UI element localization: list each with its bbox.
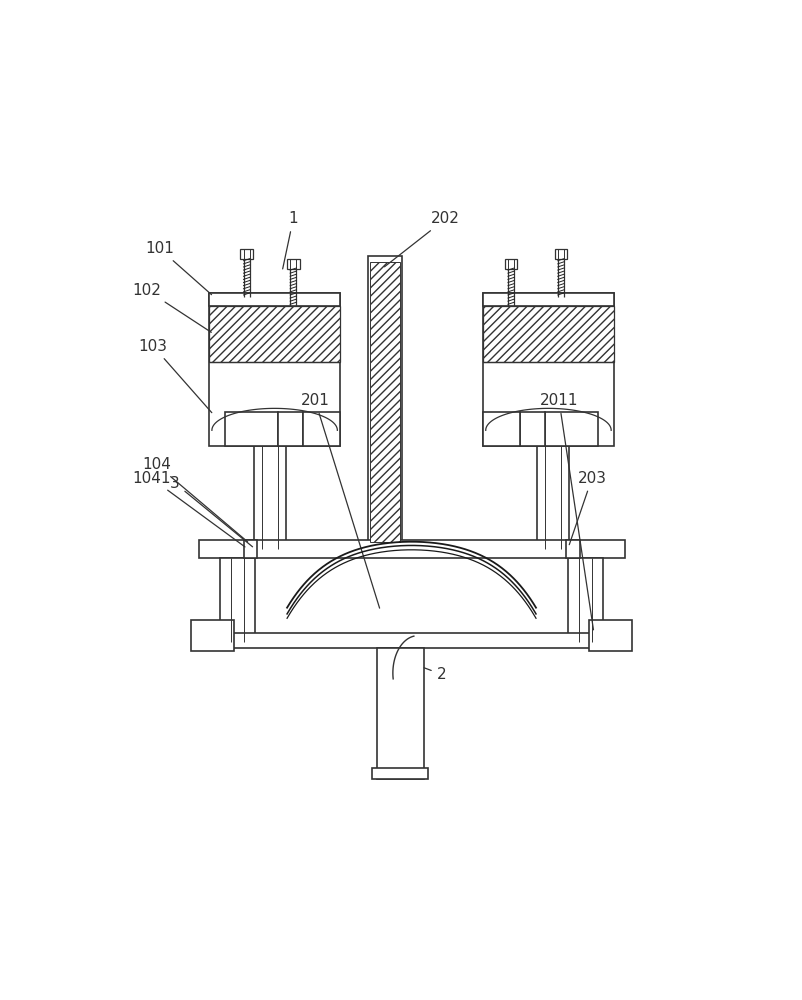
Bar — [483, 293, 613, 446]
Bar — [370, 262, 399, 542]
Text: 1: 1 — [282, 211, 298, 269]
Text: 102: 102 — [132, 283, 211, 332]
Bar — [483, 293, 613, 306]
Text: 202: 202 — [384, 211, 460, 267]
Text: 201: 201 — [300, 393, 379, 608]
Bar — [253, 446, 286, 549]
Text: 103: 103 — [139, 339, 212, 413]
Bar — [367, 256, 402, 549]
Bar — [483, 412, 520, 446]
Text: 203: 203 — [569, 471, 606, 545]
Bar — [240, 249, 253, 259]
Bar — [554, 249, 566, 259]
Bar — [588, 620, 632, 651]
Bar — [568, 558, 602, 642]
Bar — [209, 306, 339, 362]
Bar — [198, 540, 624, 558]
Bar — [372, 768, 427, 779]
Bar — [209, 293, 339, 446]
Text: 1041: 1041 — [132, 471, 245, 547]
Bar — [225, 412, 277, 446]
Bar — [287, 259, 299, 269]
Text: 2011: 2011 — [539, 393, 593, 630]
Bar — [520, 412, 545, 446]
Bar — [198, 633, 624, 648]
Text: 3: 3 — [170, 476, 253, 547]
Bar — [302, 412, 339, 446]
Bar — [190, 620, 234, 651]
Bar — [483, 306, 613, 362]
Text: 104: 104 — [142, 457, 247, 542]
Bar — [221, 558, 254, 642]
Text: 101: 101 — [145, 241, 211, 295]
Bar — [536, 446, 569, 549]
Text: 2: 2 — [423, 667, 446, 682]
Bar — [377, 648, 423, 779]
Bar — [565, 540, 579, 558]
Bar — [243, 540, 257, 558]
Bar — [209, 293, 339, 306]
Bar — [545, 412, 597, 446]
Bar — [504, 259, 516, 269]
Bar — [277, 412, 302, 446]
